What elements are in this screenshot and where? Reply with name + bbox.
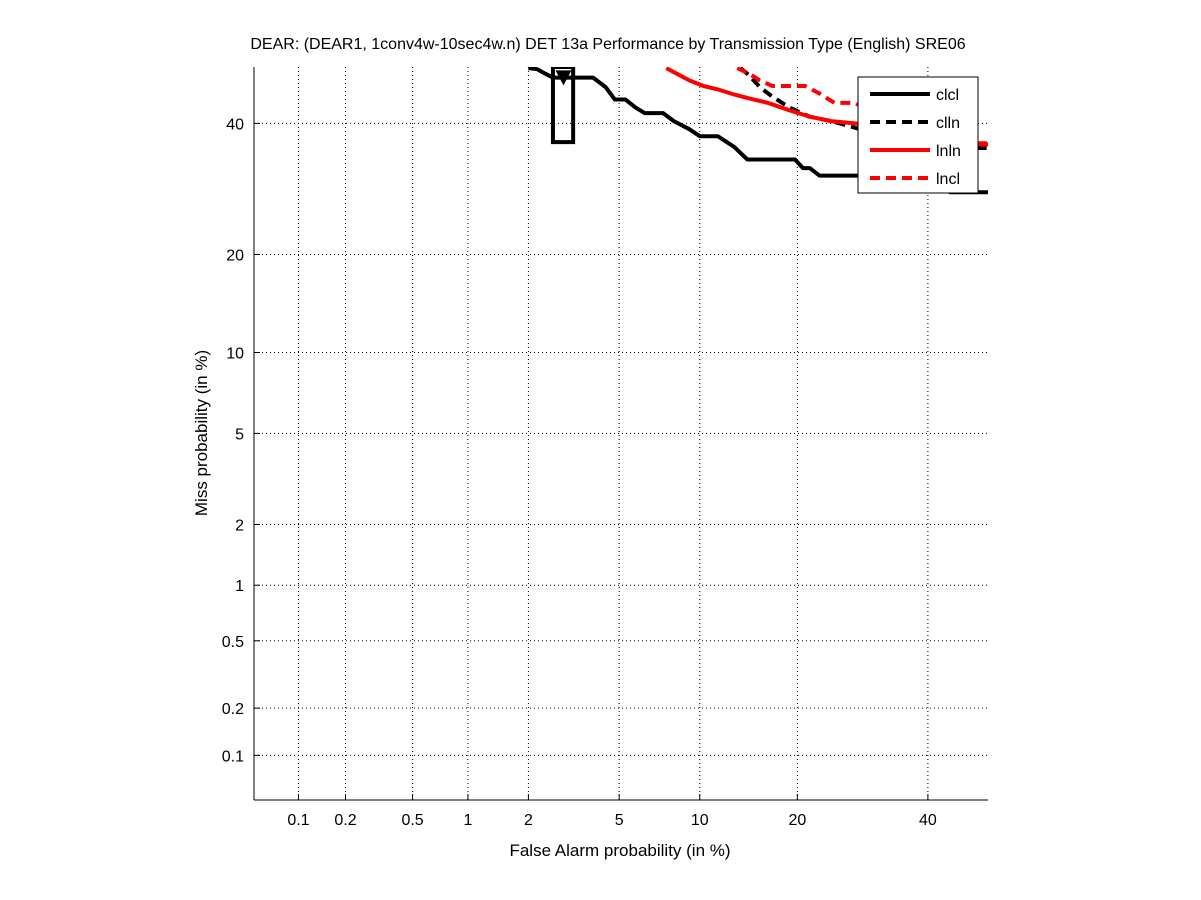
x-tick-label: 40: [919, 812, 937, 829]
x-tick-label: 0.5: [401, 812, 423, 829]
legend-label: clln: [936, 115, 960, 132]
legend-item-lncl: lncl: [870, 171, 960, 188]
y-axis-label: Miss probability (in %): [192, 350, 211, 516]
legend-item-lnln: lnln: [870, 143, 961, 160]
y-tick-label: 20: [226, 247, 244, 264]
y-tick-label: 5: [235, 426, 244, 443]
legend-label: lnln: [936, 143, 961, 160]
y-tick-label: 2: [235, 517, 244, 534]
x-tick-label: 10: [691, 812, 709, 829]
legend-box: [857, 76, 979, 194]
y-tick-label: 0.1: [222, 748, 244, 765]
x-tick-label: 0.2: [334, 812, 356, 829]
legend-label: clcl: [936, 87, 959, 104]
legend-label: lncl: [936, 171, 960, 188]
x-tick-label: 0.1: [287, 812, 309, 829]
legend: clcl clln lnln lncl: [857, 76, 979, 194]
y-tick-label: 10: [226, 345, 244, 362]
min-dcf-box: [550, 67, 576, 145]
y-tick-label: 1: [235, 578, 244, 595]
y-tick-label: 0.5: [222, 634, 244, 651]
chart-title: DEAR: (DEAR1, 1conv4w-10sec4w.n) DET 13a…: [250, 36, 965, 53]
x-axis-label: False Alarm probability (in %): [509, 841, 730, 860]
series-line-clcl: [528, 67, 988, 195]
x-tick-label: 20: [788, 812, 806, 829]
x-axis-ticks: 0.1 0.2 0.5 1 2 5 10 20 40: [287, 794, 937, 829]
legend-item-clcl: clcl: [870, 87, 959, 104]
y-tick-label: 0.2: [222, 701, 244, 718]
y-tick-label: 40: [226, 116, 244, 133]
x-tick-label: 5: [615, 812, 624, 829]
actual-dcf-marker: [555, 70, 572, 86]
x-tick-label: 1: [463, 812, 472, 829]
x-tick-label: 2: [524, 812, 533, 829]
y-axis-ticks: 0.1 0.2 0.5 1 2 5 10 20 40: [222, 116, 260, 765]
legend-item-clln: clln: [870, 115, 960, 132]
